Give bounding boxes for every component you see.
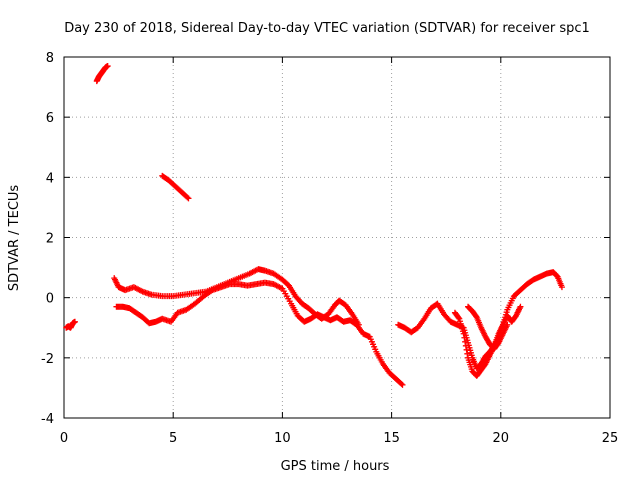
x-tick-label: 25 (602, 431, 619, 446)
data-point (504, 321, 511, 328)
y-tick-label: 4 (46, 171, 54, 186)
series-5 (113, 279, 406, 388)
data-point (184, 194, 191, 201)
data-point (455, 314, 462, 321)
x-tick-label: 20 (493, 431, 510, 446)
data-point (461, 334, 468, 341)
x-tick-label: 5 (169, 431, 177, 446)
data-point (464, 350, 471, 357)
x-axis-title: GPS time / hours (281, 459, 390, 474)
x-tick-label: 15 (383, 431, 400, 446)
data-point (398, 380, 405, 387)
data-point (104, 63, 111, 70)
y-tick-label: -2 (41, 352, 54, 367)
y-axis-title: SDTVAR / TECUs (7, 185, 22, 292)
data-point (460, 330, 467, 337)
y-tick-label: -4 (41, 412, 54, 427)
grid-lines (64, 57, 610, 418)
data-point (399, 381, 406, 388)
series-1 (63, 318, 78, 331)
data-point (558, 284, 565, 291)
chart-title: Day 230 of 2018, Sidereal Day-to-day VTE… (64, 21, 590, 36)
data-point (517, 303, 524, 310)
data-point (185, 195, 192, 202)
series-8 (465, 303, 511, 352)
data-series (63, 63, 565, 388)
data-point (462, 342, 469, 349)
x-tick-label: 0 (60, 431, 68, 446)
axis-ticks: 0 5 10 15 20 25 -4 -2 0 2 4 6 8 (41, 51, 618, 446)
x-tick-label: 10 (274, 431, 291, 446)
series-4 (111, 266, 362, 328)
data-point (462, 338, 469, 345)
y-tick-label: 8 (46, 51, 54, 66)
y-tick-label: 6 (46, 111, 54, 126)
y-tick-label: 0 (46, 292, 54, 307)
y-tick-label: 2 (46, 232, 54, 247)
series-2 (93, 63, 111, 85)
data-point (71, 318, 78, 325)
series-3 (159, 172, 192, 202)
data-point (463, 346, 470, 353)
